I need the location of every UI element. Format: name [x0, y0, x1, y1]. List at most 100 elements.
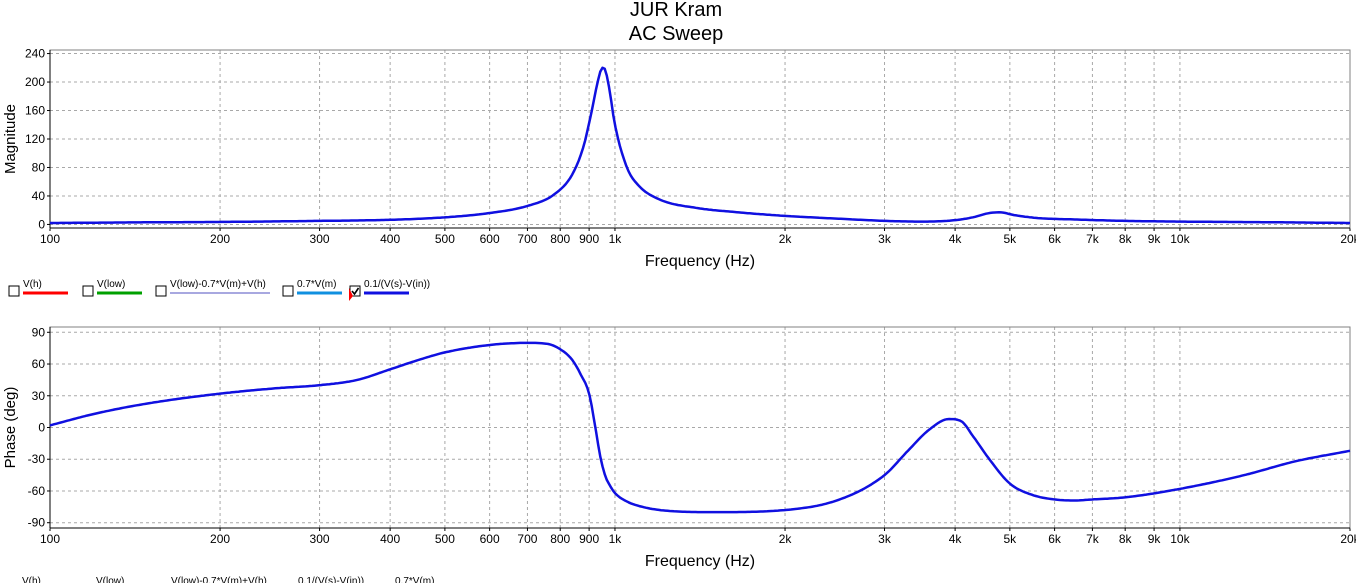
legend-label[interactable]: 0.7*V(m)	[297, 279, 336, 290]
magnitude-data-point	[729, 211, 731, 213]
phase-data-point	[989, 458, 991, 460]
bottom-trace-legend: V(h) V(low) V(low)-0.7*V(m)+V(h) 0.1/(V(s)-…	[22, 576, 434, 587]
magnitude-data-point	[219, 221, 221, 223]
phase-data-point	[1092, 499, 1094, 501]
magnitude-y-tick-label: 160	[25, 104, 45, 118]
magnitude-series-line	[50, 66, 1350, 225]
magnitude-x-tick-label: 10k	[1170, 232, 1190, 246]
phase-data-point	[1244, 474, 1246, 476]
magnitude-plot: 100 200 300 400 500 600 700 800 900 1k 2k 3k 4k 5k 6k 7…	[2, 47, 1356, 270]
magnitude-data-point	[49, 222, 51, 224]
phase-data-point	[839, 499, 841, 501]
bottom-legend-label[interactable]: V(h)	[22, 576, 41, 587]
phase-x-tick-label: 400	[380, 532, 400, 546]
legend-checkbox[interactable]	[155, 285, 167, 297]
legend-checkbox[interactable]	[82, 285, 94, 297]
phase-x-tick-label: 5k	[1004, 532, 1018, 546]
magnitude-data-point	[319, 220, 321, 222]
legend-checkbox[interactable]	[8, 285, 20, 297]
legend-label[interactable]: V(low)	[97, 279, 125, 290]
phase-data-point	[907, 450, 909, 452]
phase-data-point	[638, 505, 640, 507]
phase-data-point	[94, 413, 96, 415]
legend-selected-marker-icon	[349, 288, 353, 301]
magnitude-x-tick-label: 7k	[1086, 232, 1100, 246]
legend-label[interactable]: V(low)-0.7*V(m)+V(h)	[170, 279, 266, 290]
magnitude-data-point	[1037, 217, 1039, 219]
magnitude-x-tick-label: 9k	[1148, 232, 1162, 246]
phase-x-tick-label: 9k	[1148, 532, 1162, 546]
phase-data-point	[659, 509, 661, 511]
phase-data-point	[1054, 499, 1056, 501]
phase-y-tick-label: 0	[38, 421, 45, 435]
phase-data-point	[1073, 500, 1075, 502]
magnitude-x-axis-label: Frequency (Hz)	[645, 253, 755, 270]
phase-data-point	[784, 509, 786, 511]
phase-series-line	[49, 341, 1351, 514]
magnitude-data-point	[1014, 214, 1016, 216]
magnitude-data-point	[626, 167, 628, 169]
magnitude-y-tick-label: 40	[32, 189, 46, 203]
magnitude-y-tick-label: 0	[38, 217, 45, 231]
magnitude-x-tick-label: 700	[517, 232, 537, 246]
phase-x-tick-label: 100	[40, 532, 60, 546]
magnitude-x-tick-label: 8k	[1119, 232, 1133, 246]
phase-x-tick-label: 1k	[609, 532, 623, 546]
phase-x-tick-label: 200	[210, 532, 230, 546]
bottom-legend-label[interactable]: V(low)-0.7*V(m)+V(h)	[171, 576, 267, 587]
magnitude-data-point	[571, 174, 573, 176]
legend-checkmark-icon[interactable]	[351, 287, 360, 296]
magnitude-data-point	[1179, 221, 1181, 223]
phase-data-point	[1124, 497, 1126, 499]
magnitude-x-tick-label: 20k	[1340, 232, 1356, 246]
trace-legend: V(h) V(low) V(low)-0.7*V(m)+V(h) 0.7*V(m) 0.…	[8, 279, 430, 301]
phase-data-point	[1032, 494, 1034, 496]
phase-data-point	[49, 425, 51, 427]
magnitude-y-tick-label: 80	[32, 160, 46, 174]
magnitude-x-tick-label: 5k	[1004, 232, 1018, 246]
legend-checkbox[interactable]	[282, 285, 294, 297]
magnitude-data-point	[884, 220, 886, 222]
magnitude-data-point	[389, 219, 391, 221]
magnitude-y-tick-label: 120	[25, 132, 45, 146]
bottom-legend-label[interactable]: 0.1/(V(s)-V(in))	[298, 576, 364, 587]
phase-x-tick-label: 20k	[1340, 532, 1356, 546]
phase-data-point	[580, 374, 582, 376]
phase-data-point	[714, 511, 716, 513]
phase-x-tick-label: 7k	[1086, 532, 1100, 546]
magnitude-data-point	[444, 217, 446, 219]
bottom-legend-label[interactable]: V(low)	[96, 576, 124, 587]
phase-data-point	[571, 359, 573, 361]
magnitude-data-point	[999, 212, 1001, 214]
magnitude-data-point	[989, 212, 991, 214]
magnitude-data-point	[922, 221, 924, 223]
magnitude-data-point	[638, 184, 640, 186]
phase-x-tick-label: 600	[480, 532, 500, 546]
magnitude-data-point	[604, 68, 606, 70]
magnitude-x-tick-label: 500	[435, 232, 455, 246]
bottom-legend-label[interactable]: 0.7*V(m)	[395, 576, 434, 587]
phase-data-point	[319, 384, 321, 386]
magnitude-data-point	[614, 124, 616, 126]
magnitude-x-tick-label: 100	[40, 232, 60, 246]
legend-label[interactable]: V(h)	[23, 279, 42, 290]
magnitude-x-tick-label: 6k	[1048, 232, 1062, 246]
magnitude-data-point	[1279, 222, 1281, 224]
phase-x-tick-label: 500	[435, 532, 455, 546]
magnitude-data-point	[591, 110, 593, 112]
phase-data-point	[614, 492, 616, 494]
magnitude-data-point	[583, 145, 585, 147]
legend-label[interactable]: 0.1/(V(s)-V(in))	[364, 279, 430, 290]
phase-data-point	[489, 344, 491, 346]
phase-data-point	[1009, 483, 1011, 485]
phase-data-point	[1294, 461, 1296, 463]
phase-data-point	[972, 435, 974, 437]
magnitude-data-point	[839, 218, 841, 220]
magnitude-data-point	[149, 222, 151, 224]
magnitude-data-point	[1073, 219, 1075, 221]
phase-x-tick-label: 300	[310, 532, 330, 546]
phase-x-tick-label: 900	[579, 532, 599, 546]
magnitude-data-point	[527, 205, 529, 207]
phase-data-point	[594, 421, 596, 423]
